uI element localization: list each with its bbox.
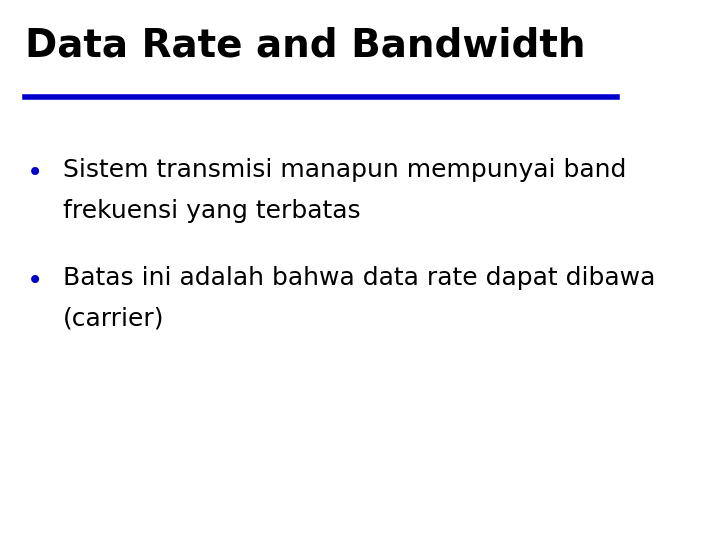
Text: Sistem transmisi manapun mempunyai band: Sistem transmisi manapun mempunyai band xyxy=(63,158,626,182)
Text: •: • xyxy=(27,159,42,187)
Text: Data Rate and Bandwidth: Data Rate and Bandwidth xyxy=(25,27,585,65)
Text: Batas ini adalah bahwa data rate dapat dibawa: Batas ini adalah bahwa data rate dapat d… xyxy=(63,266,655,290)
Text: frekuensi yang terbatas: frekuensi yang terbatas xyxy=(63,199,361,222)
Text: •: • xyxy=(27,267,42,295)
Text: (carrier): (carrier) xyxy=(63,307,164,330)
